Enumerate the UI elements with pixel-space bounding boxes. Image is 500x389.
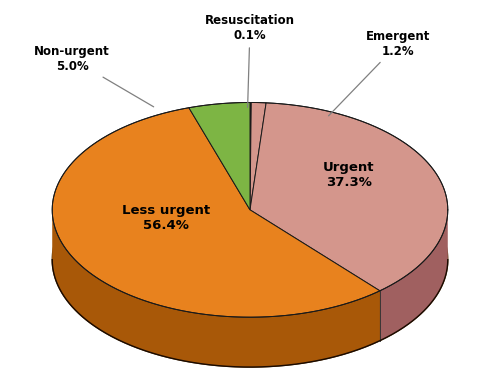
Polygon shape <box>52 108 380 317</box>
Polygon shape <box>250 102 251 210</box>
Polygon shape <box>250 102 266 210</box>
Text: Urgent
37.3%: Urgent 37.3% <box>323 161 374 189</box>
Polygon shape <box>250 103 448 291</box>
Polygon shape <box>189 102 250 210</box>
Text: Emergent
1.2%: Emergent 1.2% <box>328 30 430 116</box>
Polygon shape <box>52 211 380 367</box>
Text: Resuscitation
0.1%: Resuscitation 0.1% <box>205 14 295 107</box>
Polygon shape <box>52 152 448 367</box>
Text: Non-urgent
5.0%: Non-urgent 5.0% <box>34 45 154 107</box>
Text: Less urgent
56.4%: Less urgent 56.4% <box>122 203 210 231</box>
Polygon shape <box>380 210 448 341</box>
